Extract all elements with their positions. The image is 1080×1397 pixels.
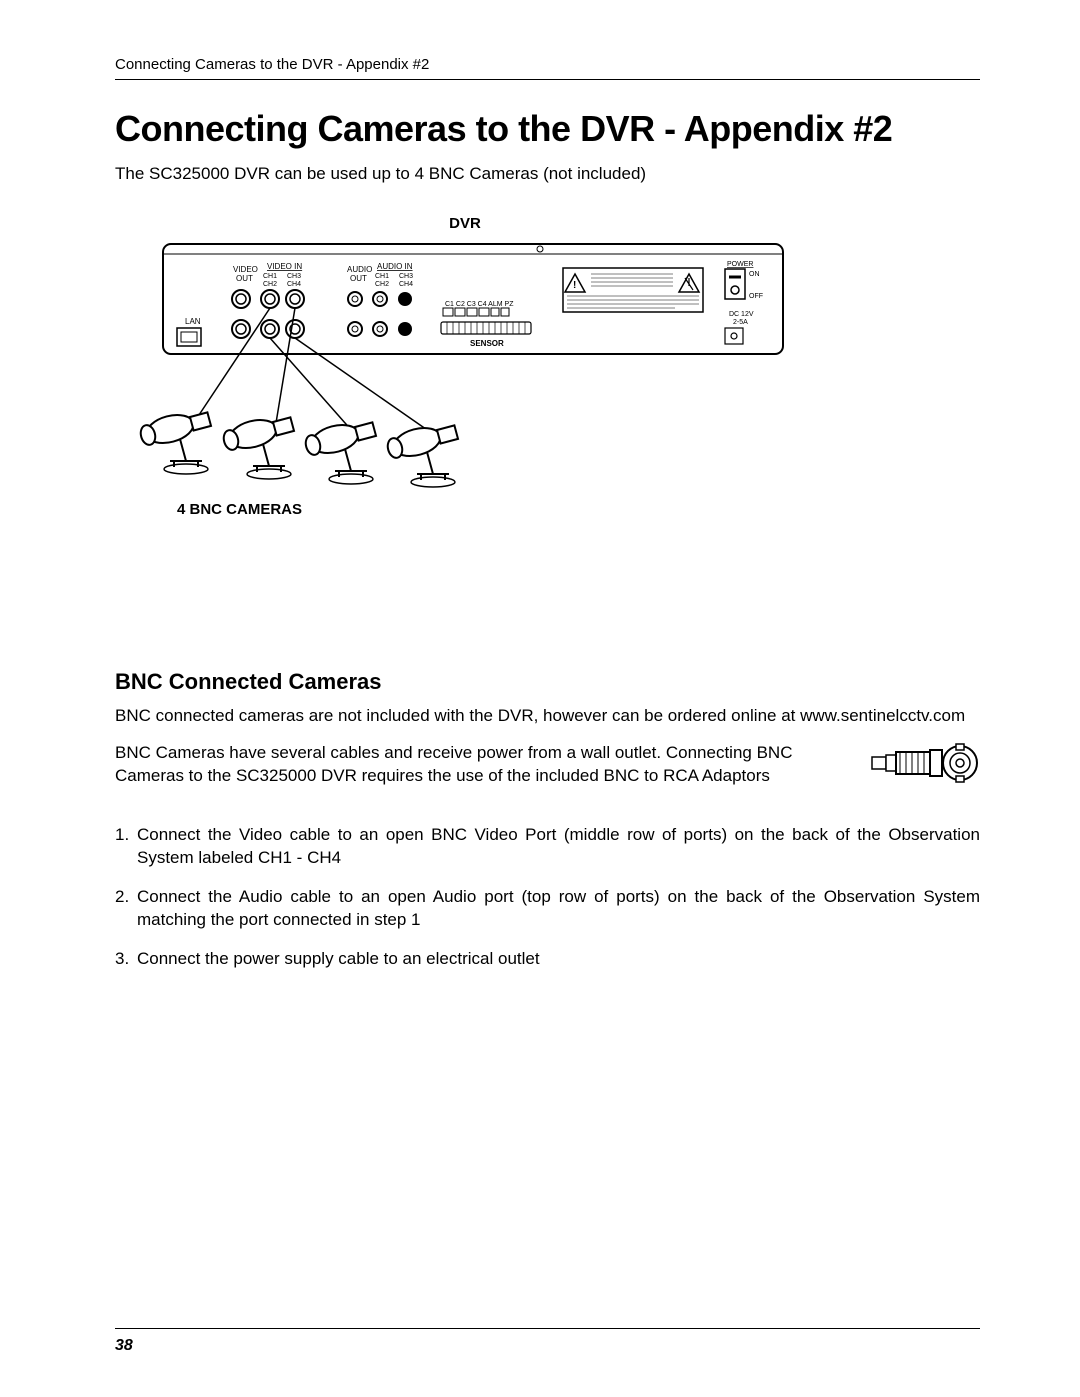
camera-1 [139, 410, 211, 474]
svg-text:CH3: CH3 [399, 273, 413, 280]
power-label: POWER [727, 261, 753, 268]
audio-out-label: OUT [350, 274, 367, 283]
ch3-label: CH3 [287, 273, 301, 280]
bnc-section-heading: BNC Connected Cameras [115, 669, 980, 695]
video-label: VIDEO [233, 265, 258, 274]
audio-label: AUDIO [347, 265, 372, 274]
audio-in-label: AUDIO IN [377, 262, 413, 271]
bnc-connector-icon [870, 742, 980, 784]
camera-3 [304, 420, 376, 484]
ch1-label: CH1 [263, 273, 277, 280]
step-3-text: Connect the power supply cable to an ele… [137, 948, 980, 971]
step-2: 2. Connect the Audio cable to an open Au… [115, 886, 980, 932]
step-3: 3. Connect the power supply cable to an … [115, 948, 980, 971]
footer-rule [115, 1328, 980, 1329]
bnc-paragraph-2: BNC Cameras have several cables and rece… [115, 742, 840, 788]
header-rule [115, 79, 980, 80]
amp-label: 2-5A [733, 319, 748, 326]
step-1: 1. Connect the Video cable to an open BN… [115, 824, 980, 870]
video-in-label: VIDEO IN [267, 262, 302, 271]
on-label: ON [749, 271, 760, 278]
camera-2 [222, 415, 294, 479]
video-out-label: OUT [236, 274, 253, 283]
dvr-camera-diagram-svg: DVR LAN VIDEO OUT VIDEO IN CH1 CH3 CH2 [115, 214, 815, 574]
alarm-row-label: C1 C2 C3 C4 ALM PZ [445, 301, 514, 308]
svg-text:!: ! [573, 280, 576, 291]
camera-4 [386, 423, 458, 487]
intro-paragraph: The SC325000 DVR can be used up to 4 BNC… [115, 164, 980, 184]
bnc-paragraph-2-row: BNC Cameras have several cables and rece… [115, 742, 980, 788]
page-number: 38 [115, 1337, 133, 1355]
steps-list: 1. Connect the Video cable to an open BN… [115, 824, 980, 971]
page-title: Connecting Cameras to the DVR - Appendix… [115, 108, 980, 150]
off-label: OFF [749, 293, 763, 300]
page: Connecting Cameras to the DVR - Appendix… [0, 0, 1080, 1397]
ch4-label: CH4 [287, 281, 301, 288]
svg-text:CH4: CH4 [399, 281, 413, 288]
bnc-cameras-group [139, 410, 458, 487]
step-3-number: 3. [115, 948, 137, 971]
bnc-paragraph-1: BNC connected cameras are not included w… [115, 705, 980, 728]
dvr-rear-panel: LAN VIDEO OUT VIDEO IN CH1 CH3 CH2 CH4 [163, 244, 783, 354]
step-2-number: 2. [115, 886, 137, 932]
ch2-label: CH2 [263, 281, 277, 288]
svg-text:CH2: CH2 [375, 281, 389, 288]
dvr-label: DVR [449, 215, 481, 232]
step-1-text: Connect the Video cable to an open BNC V… [137, 824, 980, 870]
svg-text:CH1: CH1 [375, 273, 389, 280]
bnc-cameras-label: 4 BNC CAMERAS [177, 501, 302, 518]
step-2-text: Connect the Audio cable to an open Audio… [137, 886, 980, 932]
sensor-label: SENSOR [470, 339, 504, 348]
step-1-number: 1. [115, 824, 137, 870]
running-head: Connecting Cameras to the DVR - Appendix… [115, 56, 980, 73]
lan-label: LAN [185, 317, 201, 326]
dc-label: DC 12V [729, 311, 754, 318]
connection-diagram: DVR LAN VIDEO OUT VIDEO IN CH1 CH3 CH2 [115, 214, 815, 579]
